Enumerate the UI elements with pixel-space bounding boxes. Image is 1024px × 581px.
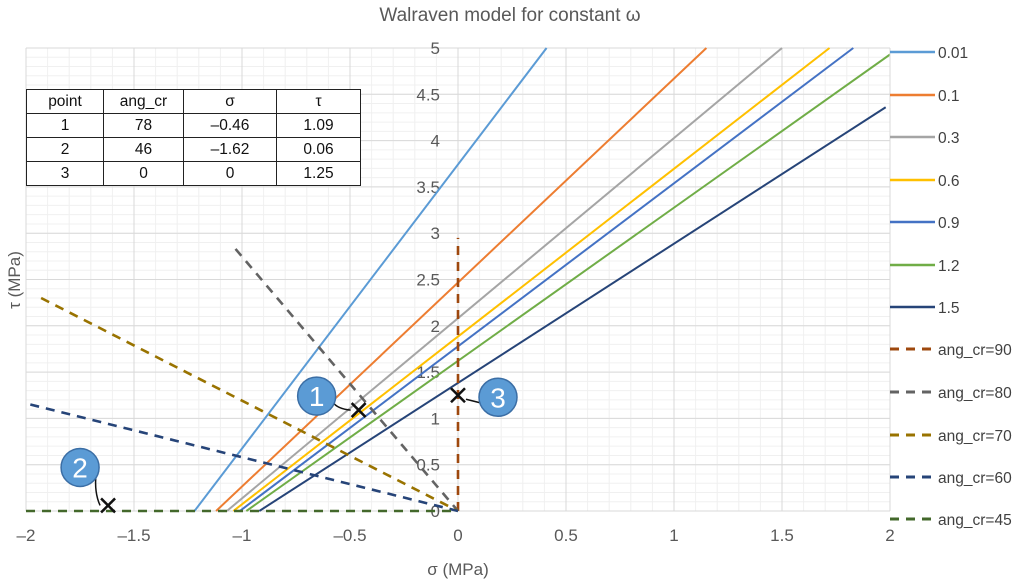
table-cell: 46 (103, 137, 184, 162)
legend-label: ang_cr=90 (938, 342, 1012, 359)
table-header-row: point ang_cr σ τ (26, 89, 361, 114)
series-line-1-5 (258, 106, 887, 512)
x-tick-label: 1.5 (770, 526, 794, 545)
table-cell: –1.62 (183, 137, 277, 162)
y-tick-label: 1 (431, 409, 440, 428)
legend-label: 1.2 (938, 258, 960, 275)
x-axis-label: σ (MPa) (427, 560, 489, 579)
annotation-label: 2 (72, 452, 88, 483)
x-tick-label: –0.5 (333, 526, 366, 545)
y-tick-label: 0.5 (416, 456, 440, 475)
table-row: 1 78 –0.46 1.09 (26, 113, 361, 138)
table-row: 2 46 –1.62 0.06 (26, 137, 361, 162)
series-line-0-3 (226, 47, 783, 512)
table-cell: 0 (183, 161, 277, 186)
annotations: 1 2 3 (60, 376, 518, 514)
point-marker (450, 387, 466, 404)
table-cell: 3 (26, 161, 104, 186)
y-tick-label: 4.5 (416, 85, 440, 104)
point-marker (100, 497, 116, 514)
chart-title: Walraven model for constant ω (379, 5, 640, 26)
series-line-1-2 (245, 53, 891, 512)
x-tick-label: –2 (17, 526, 36, 545)
series-line-0-9 (239, 47, 854, 512)
series-line-0-01 (193, 47, 548, 512)
annotation-label: 3 (490, 382, 506, 413)
y-tick-label: 2.5 (416, 271, 440, 290)
series-line-0-6 (232, 47, 831, 512)
x-tick-label: 0.5 (554, 526, 578, 545)
annotation-badge (478, 377, 518, 417)
table-header: ang_cr (103, 89, 184, 114)
legend-label: 0.6 (938, 173, 960, 190)
y-axis-label: τ (MPa) (5, 251, 24, 309)
legend: 0.01 0.1 0.3 0.6 0.9 1.2 1.5 ang_cr=90 ang_cr=80… (889, 45, 1012, 529)
legend-label: 0.01 (938, 45, 968, 62)
series-line-ang-cr-70 (40, 296, 459, 513)
table-cell: 1.09 (276, 113, 361, 138)
point-marker (350, 402, 367, 418)
legend-label: ang_cr=60 (938, 470, 1012, 487)
table-cell: 0 (103, 161, 184, 186)
table-cell: –0.46 (183, 113, 277, 138)
y-tick-label: 4 (431, 132, 440, 151)
legend-label: 1.5 (938, 300, 960, 317)
legend-label: 0.3 (938, 130, 960, 147)
x-tick-labels: –2 –1.5 –1 –0.5 0 0.5 1 1.5 2 (17, 526, 895, 545)
y-tick-label: 3.5 (416, 178, 440, 197)
x-tick-label: 2 (885, 526, 894, 545)
series-lines (26, 47, 891, 513)
x-tick-label: –1 (233, 526, 252, 545)
x-tick-label: 0 (453, 526, 462, 545)
table-header: τ (276, 89, 361, 114)
series-line-0-1 (215, 47, 708, 512)
annotation-badge (60, 447, 100, 488)
legend-label: ang_cr=80 (938, 385, 1012, 402)
table-cell: 2 (26, 137, 104, 162)
x-tick-label: –1.5 (117, 526, 150, 545)
table-cell: 1 (26, 113, 104, 138)
legend-label: ang_cr=45 (938, 512, 1012, 529)
table-header: point (26, 89, 104, 114)
annotation-badge (296, 376, 337, 416)
y-tick-label: 5 (431, 39, 440, 58)
table-cell: 78 (103, 113, 184, 138)
annotation-label: 1 (309, 381, 325, 412)
table-row: 3 0 0 1.25 (26, 161, 361, 186)
points-table: point ang_cr σ τ 1 78 –0.46 1.09 2 46 –1… (26, 89, 361, 186)
legend-label: ang_cr=70 (938, 428, 1012, 445)
major-grid (25, 47, 891, 512)
y-tick-label: 0 (431, 502, 440, 521)
table-cell: 1.25 (276, 161, 361, 186)
legend-label: 0.1 (938, 88, 960, 105)
y-tick-label: 2 (431, 317, 440, 336)
legend-label: 0.9 (938, 215, 960, 232)
x-tick-label: 1 (669, 526, 678, 545)
table-header: σ (183, 89, 277, 114)
table-cell: 0.06 (276, 137, 361, 162)
y-tick-label: 3 (431, 224, 440, 243)
